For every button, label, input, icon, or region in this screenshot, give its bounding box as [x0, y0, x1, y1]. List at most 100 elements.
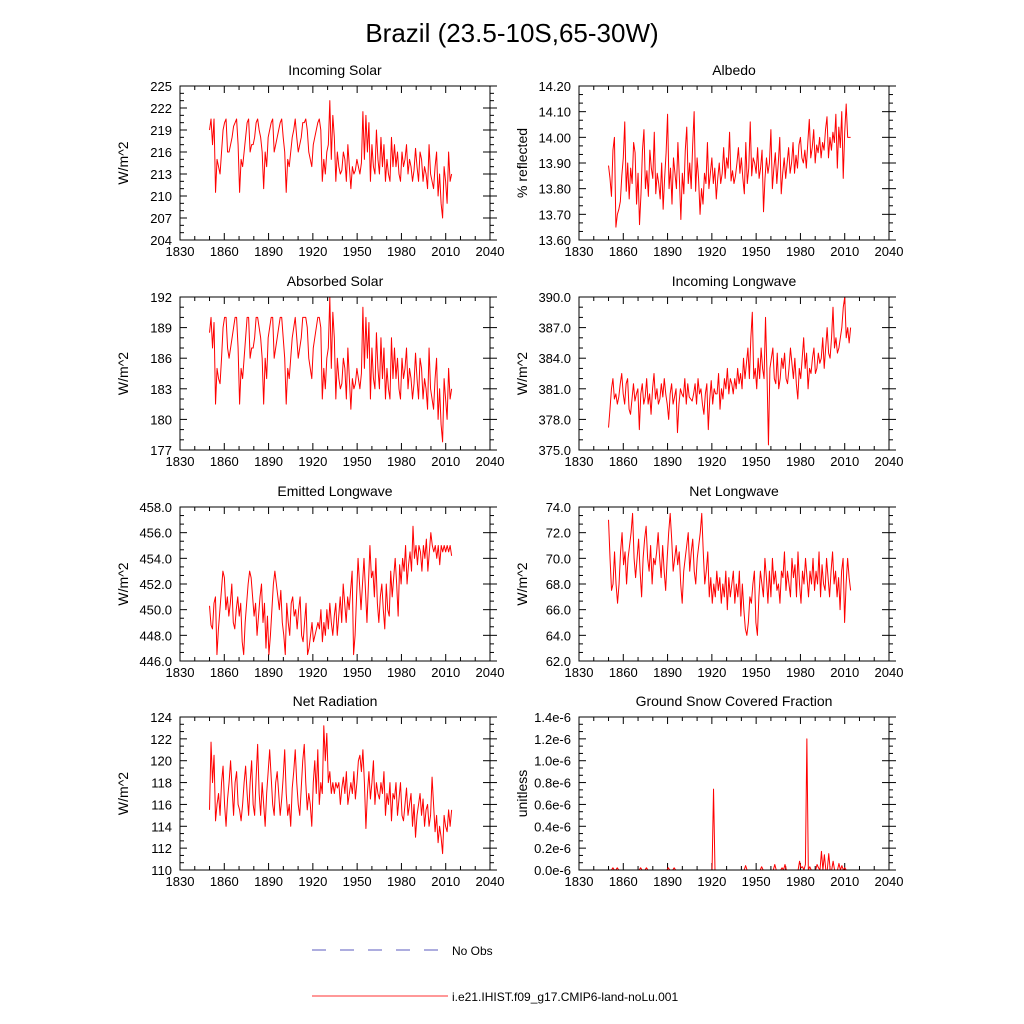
series-line — [209, 296, 453, 443]
x-tick-label: 1890 — [653, 665, 682, 680]
x-tick-label: 1980 — [387, 665, 416, 680]
x-tick-label: 1890 — [254, 454, 283, 469]
y-tick-label: 1.4e-6 — [534, 710, 571, 725]
y-tick-label: 446.0 — [139, 654, 172, 669]
x-tick-label: 1980 — [786, 454, 815, 469]
y-tick-label: 183 — [150, 382, 172, 397]
x-tick-label: 1890 — [653, 874, 682, 889]
panel-5: Emitted Longwave W/m^2 1830 1860 1890 1920 195… — [115, 483, 504, 680]
y-tick-label: 0.2e-6 — [534, 841, 571, 856]
plot-frame — [578, 296, 890, 451]
panel-title: Net Longwave — [689, 483, 779, 499]
x-tick-label: 2010 — [431, 244, 460, 259]
legend: No Obs i.e21.IHIST.f09_g17.CMIP6-land-no… — [312, 944, 678, 1004]
y-tick-label: 192 — [150, 290, 172, 305]
panel-2: Albedo % reflected 1830 1860 1890 1920 1950 198… — [514, 62, 903, 259]
y-tick-label: 70.0 — [546, 551, 571, 566]
x-tick-label: 2010 — [830, 665, 859, 680]
series-line — [608, 103, 851, 228]
y-tick-label: 177 — [150, 443, 172, 458]
series-line — [608, 512, 852, 636]
y-tick-label: 450.0 — [139, 603, 172, 618]
x-tick-label: 1950 — [343, 244, 372, 259]
y-tick-label: 225 — [150, 79, 172, 94]
x-tick-label: 1860 — [609, 244, 638, 259]
y-tick-label: 114 — [151, 819, 172, 834]
legend-no-obs-label: No Obs — [452, 944, 493, 958]
x-tick-label: 1860 — [210, 454, 239, 469]
y-tick-label: 222 — [150, 101, 172, 116]
panel-8: Ground Snow Covered Fraction unitless 1830… — [514, 693, 903, 889]
y-tick-label: 213 — [150, 167, 172, 182]
x-tick-label: 2010 — [830, 874, 859, 889]
y-tick-label: 13.90 — [538, 156, 571, 171]
x-tick-label: 2010 — [431, 454, 460, 469]
y-tick-label: 13.60 — [538, 233, 571, 248]
plot-frame — [578, 716, 890, 871]
y-axis-label: W/m^2 — [514, 562, 530, 605]
y-tick-label: 112 — [151, 841, 172, 856]
x-tick-label: 2040 — [476, 454, 505, 469]
y-tick-label: 375.0 — [538, 443, 571, 458]
x-tick-label: 1980 — [786, 874, 815, 889]
y-tick-label: 210 — [150, 189, 172, 204]
x-tick-label: 1980 — [387, 874, 416, 889]
plot-frame — [578, 506, 890, 662]
panel-title: Incoming Longwave — [672, 273, 797, 289]
panel-title: Net Radiation — [293, 693, 378, 709]
y-tick-label: 64.0 — [546, 628, 571, 643]
x-tick-label: 1860 — [609, 665, 638, 680]
y-tick-label: 14.00 — [538, 130, 571, 145]
y-tick-label: 14.10 — [538, 105, 571, 120]
x-tick-label: 1920 — [697, 665, 726, 680]
y-axis-label: W/m^2 — [514, 352, 530, 395]
y-tick-label: 122 — [150, 732, 172, 747]
y-tick-label: 384.0 — [538, 351, 571, 366]
x-tick-label: 1860 — [609, 874, 638, 889]
y-tick-label: 189 — [150, 321, 172, 336]
panel-title: Albedo — [712, 62, 756, 78]
y-tick-label: 448.0 — [139, 628, 172, 643]
y-tick-label: 0.8e-6 — [534, 776, 571, 791]
x-tick-label: 1830 — [565, 665, 594, 680]
x-tick-label: 1830 — [565, 454, 594, 469]
panel-6: Net Longwave W/m^2 1830 1860 1890 1920 1950 198… — [514, 483, 903, 680]
x-tick-label: 2040 — [875, 874, 904, 889]
panel-4: Incoming Longwave W/m^2 1830 1860 1890 1920 19… — [514, 273, 903, 469]
x-tick-label: 2040 — [476, 244, 505, 259]
y-tick-label: 72.0 — [546, 526, 571, 541]
x-tick-label: 2040 — [875, 454, 904, 469]
x-tick-label: 2040 — [476, 874, 505, 889]
x-tick-label: 1920 — [298, 244, 327, 259]
x-tick-label: 1920 — [697, 454, 726, 469]
x-tick-label: 1920 — [697, 244, 726, 259]
x-tick-label: 2040 — [875, 665, 904, 680]
x-tick-label: 1950 — [742, 454, 771, 469]
panel-3: Absorbed Solar W/m^2 1830 1860 1890 1920 1950 1… — [115, 273, 504, 469]
x-tick-label: 1860 — [210, 244, 239, 259]
y-axis-label: % reflected — [514, 128, 530, 198]
y-axis-label: W/m^2 — [115, 141, 131, 184]
x-tick-label: 1920 — [298, 874, 327, 889]
y-tick-label: 1.2e-6 — [534, 732, 571, 747]
x-tick-label: 1890 — [653, 244, 682, 259]
y-tick-label: 378.0 — [538, 412, 571, 427]
y-tick-label: 13.70 — [538, 207, 571, 222]
y-tick-label: 219 — [150, 123, 172, 138]
y-axis-label: W/m^2 — [115, 772, 131, 815]
y-tick-label: 110 — [151, 863, 172, 878]
y-tick-label: 1.0e-6 — [534, 754, 571, 769]
y-tick-label: 186 — [150, 351, 172, 366]
x-tick-label: 1860 — [210, 665, 239, 680]
plot-frame — [578, 85, 890, 241]
x-tick-label: 1980 — [387, 244, 416, 259]
plot-frame — [179, 296, 491, 451]
y-tick-label: 207 — [150, 211, 172, 226]
y-tick-label: 120 — [150, 754, 172, 769]
x-tick-label: 1830 — [166, 665, 195, 680]
x-tick-label: 1920 — [298, 665, 327, 680]
panel-title: Emitted Longwave — [277, 483, 392, 499]
x-tick-label: 2010 — [830, 454, 859, 469]
y-tick-label: 62.0 — [546, 654, 571, 669]
y-tick-label: 68.0 — [546, 577, 571, 592]
